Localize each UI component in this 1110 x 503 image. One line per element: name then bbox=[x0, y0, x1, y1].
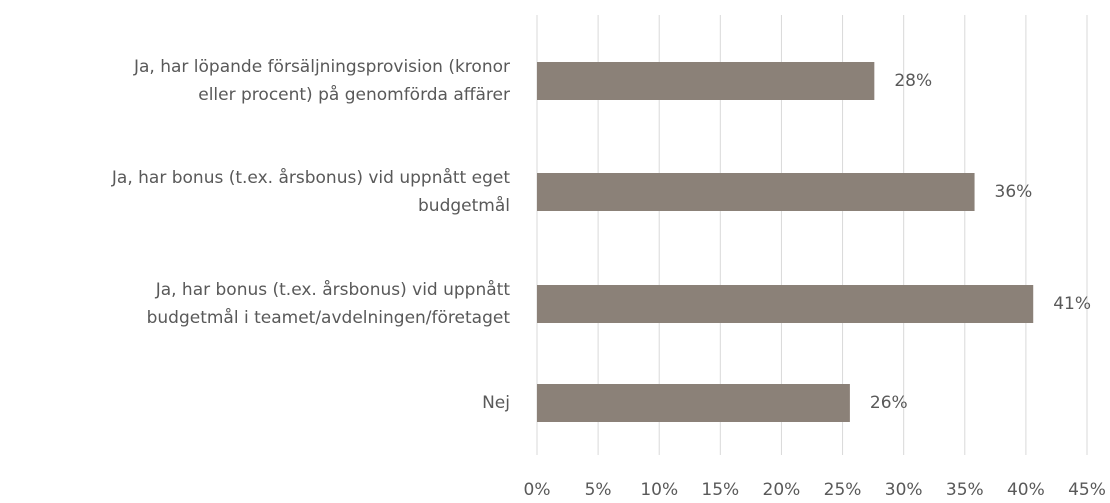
x-tick-label: 10% bbox=[640, 480, 678, 500]
category-label: Ja, har bonus (t.ex. årsbonus) vid uppnå… bbox=[111, 168, 510, 216]
x-tick-label: 25% bbox=[824, 480, 862, 500]
data-label: 36% bbox=[995, 182, 1033, 202]
x-tick-label: 0% bbox=[524, 480, 551, 500]
data-label: 28% bbox=[894, 71, 932, 91]
category-label: Nej bbox=[482, 393, 510, 413]
data-label: 41% bbox=[1053, 294, 1091, 314]
data-label: 26% bbox=[870, 393, 908, 413]
x-tick-label: 35% bbox=[946, 480, 984, 500]
x-tick-label: 45% bbox=[1068, 480, 1106, 500]
bar bbox=[537, 384, 850, 422]
x-tick-label: 30% bbox=[885, 480, 923, 500]
x-tick-label: 5% bbox=[585, 480, 612, 500]
bar bbox=[537, 173, 975, 211]
bar bbox=[537, 62, 875, 100]
x-tick-label: 20% bbox=[763, 480, 801, 500]
bar bbox=[537, 285, 1034, 323]
x-tick-label: 15% bbox=[701, 480, 739, 500]
category-label: Ja, har löpande försäljningsprovision (k… bbox=[133, 57, 510, 105]
x-tick-label: 40% bbox=[1007, 480, 1045, 500]
category-label: Ja, har bonus (t.ex. årsbonus) vid uppnå… bbox=[146, 280, 510, 328]
